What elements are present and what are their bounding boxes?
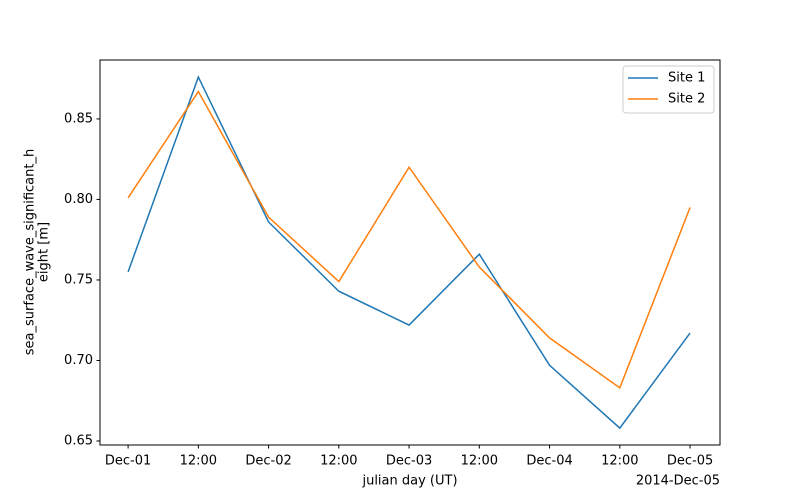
x-tick-label: 12:00 (180, 454, 217, 469)
line-series (127, 75, 691, 430)
y-axis-label-line: sea_surface_wave_significant_h (23, 149, 38, 355)
x-tick-label: Dec-03 (386, 454, 432, 469)
y-tick-label: 0.65 (64, 433, 93, 448)
y-tick-label: 0.85 (64, 111, 93, 126)
y-tick-label: 0.75 (64, 272, 93, 287)
legend-label: Site 1 (668, 71, 705, 86)
x-tick-label: Dec-02 (245, 454, 291, 469)
x-tick-label: Dec-05 (667, 454, 713, 469)
x-tick-label: Dec-04 (526, 454, 572, 469)
y-tick-label: 0.80 (64, 192, 93, 207)
x-offset-label: 2014-Dec-05 (636, 474, 720, 489)
x-tick-label: 12:00 (601, 454, 638, 469)
x-tick-label: Dec-01 (105, 454, 151, 469)
legend: Site 1 Site 2 (622, 65, 715, 114)
x-axis-label: julian day (UT) (361, 474, 457, 489)
line-series (127, 90, 691, 390)
y-axis-label-line: eight [m] (37, 222, 52, 282)
y-axis-label: sea_surface_wave_significant_h eight [m] (23, 149, 52, 355)
plot-frame (99, 59, 721, 446)
x-tick-label: 12:00 (461, 454, 498, 469)
legend-label: Site 2 (668, 92, 705, 107)
y-tick-label: 0.70 (64, 353, 93, 368)
x-tick-label: 12:00 (320, 454, 357, 469)
